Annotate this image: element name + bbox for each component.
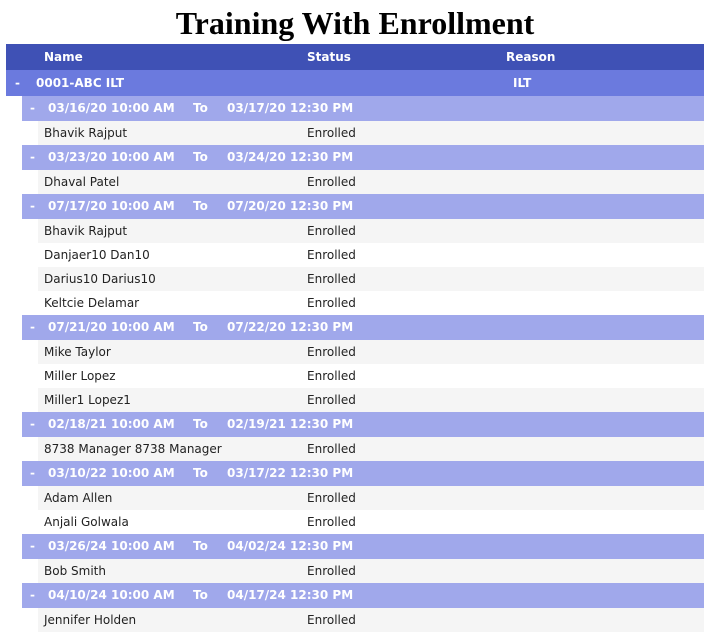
session-to: To [193,539,208,553]
enrollee-name: 8738 Manager 8738 Manager [44,442,222,456]
table-row[interactable]: Keltcie Delamar Enrolled [38,291,704,315]
table-row[interactable]: Jennifer Holden Enrolled [38,608,704,632]
session-end: 03/17/20 12:30 PM [227,101,354,115]
table-row[interactable]: Adam Allen Enrolled [38,486,704,510]
table-row[interactable]: 8738 Manager 8738 Manager Enrolled [38,437,704,461]
group-reason: ILT [513,76,532,90]
session-to: To [193,320,208,334]
session-group-row[interactable]: - 07/17/20 10:00 AM To 07/20/20 12:30 PM [22,194,704,219]
session-start: 07/21/20 10:00 AM [48,320,175,334]
enrollment-status: Enrolled [307,491,356,505]
enrollment-status: Enrolled [307,296,356,310]
grid-header: Name Status Reason [6,44,704,70]
table-row[interactable]: Bob Smith Enrolled [38,559,704,583]
enrollee-name: Jennifer Holden [44,613,137,627]
enrollment-status: Enrolled [307,393,356,407]
session-group-row[interactable]: - 03/23/20 10:00 AM To 03/24/20 12:30 PM [22,145,704,170]
table-row[interactable]: Anjali Golwala Enrolled [38,510,704,534]
column-header-reason[interactable]: Reason [506,50,556,64]
collapse-toggle[interactable]: - [30,199,35,213]
enrollee-name: Bhavik Rajput [44,126,128,140]
table-row[interactable]: Miller Lopez Enrolled [38,364,704,388]
session-group-row[interactable]: - 03/10/22 10:00 AM To 03/17/22 12:30 PM [22,461,704,486]
group-name: 0001-ABC ILT [36,76,125,90]
enrollment-status: Enrolled [307,442,356,456]
session-to: To [193,588,208,602]
session-to: To [193,150,208,164]
session-start: 02/18/21 10:00 AM [48,417,175,431]
enrollment-status: Enrolled [307,248,356,262]
session-group-row[interactable]: - 04/10/24 10:00 AM To 04/17/24 12:30 PM [22,583,704,608]
enrollment-status: Enrolled [307,613,356,627]
session-end: 03/24/20 12:30 PM [227,150,354,164]
column-header-name[interactable]: Name [44,50,83,64]
enrollee-name: Miller1 Lopez1 [44,393,131,407]
session-to: To [193,466,208,480]
enrollment-status: Enrolled [307,272,356,286]
enrollment-status: Enrolled [307,369,356,383]
enrollee-name: Bhavik Rajput [44,224,128,238]
session-end: 04/17/24 12:30 PM [227,588,354,602]
collapse-toggle[interactable]: - [30,466,35,480]
collapse-toggle[interactable]: - [30,150,35,164]
table-row[interactable]: Mike Taylor Enrolled [38,340,704,364]
session-group-row[interactable]: - 03/16/20 10:00 AM To 03/17/20 12:30 PM [22,96,704,121]
session-end: 04/02/24 12:30 PM [227,539,354,553]
session-start: 07/17/20 10:00 AM [48,199,175,213]
table-row[interactable]: Dhaval Patel Enrolled [38,170,704,194]
session-to: To [193,199,208,213]
session-start: 03/16/20 10:00 AM [48,101,175,115]
session-start: 03/10/22 10:00 AM [48,466,175,480]
session-to: To [193,417,208,431]
table-row[interactable]: Miller1 Lopez1 Enrolled [38,388,704,412]
enrollment-status: Enrolled [307,345,356,359]
session-end: 07/20/20 12:30 PM [227,199,354,213]
enrollee-name: Darius10 Darius10 [44,272,156,286]
enrollment-status: Enrolled [307,224,356,238]
session-start: 03/23/20 10:00 AM [48,150,175,164]
enrollment-status: Enrolled [307,175,356,189]
session-start: 03/26/24 10:00 AM [48,539,175,553]
group-row[interactable]: - 0001-ABC ILT ILT [6,70,704,96]
table-row[interactable]: Bhavik Rajput Enrolled [38,121,704,145]
table-row[interactable]: Bhavik Rajput Enrolled [38,219,704,243]
column-header-status[interactable]: Status [307,50,351,64]
session-group-row[interactable]: - 02/18/21 10:00 AM To 02/19/21 12:30 PM [22,412,704,437]
enrollee-name: Dhaval Patel [44,175,120,189]
session-end: 02/19/21 12:30 PM [227,417,354,431]
enrollee-name: Bob Smith [44,564,106,578]
enrollment-grid: Name Status Reason - 0001-ABC ILT ILT - … [6,44,704,632]
enrollee-name: Mike Taylor [44,345,111,359]
table-row[interactable]: Darius10 Darius10 Enrolled [38,267,704,291]
collapse-toggle[interactable]: - [15,76,20,90]
enrollee-name: Anjali Golwala [44,515,129,529]
page-title: Training With Enrollment [175,5,535,41]
collapse-toggle[interactable]: - [30,539,35,553]
table-row[interactable]: Danjaer10 Dan10 Enrolled [38,243,704,267]
collapse-toggle[interactable]: - [30,101,35,115]
session-end: 07/22/20 12:30 PM [227,320,354,334]
enrollee-name: Keltcie Delamar [44,296,140,310]
enrollee-name: Danjaer10 Dan10 [44,248,150,262]
session-group-row[interactable]: - 03/26/24 10:00 AM To 04/02/24 12:30 PM [22,534,704,559]
enrollment-status: Enrolled [307,564,356,578]
session-to: To [193,101,208,115]
collapse-toggle[interactable]: - [30,417,35,431]
collapse-toggle[interactable]: - [30,588,35,602]
session-end: 03/17/22 12:30 PM [227,466,354,480]
session-group-row[interactable]: - 07/21/20 10:00 AM To 07/22/20 12:30 PM [22,315,704,340]
collapse-toggle[interactable]: - [30,320,35,334]
enrollment-status: Enrolled [307,126,356,140]
enrollee-name: Miller Lopez [44,369,116,383]
enrollee-name: Adam Allen [44,491,113,505]
session-start: 04/10/24 10:00 AM [48,588,175,602]
enrollment-status: Enrolled [307,515,356,529]
